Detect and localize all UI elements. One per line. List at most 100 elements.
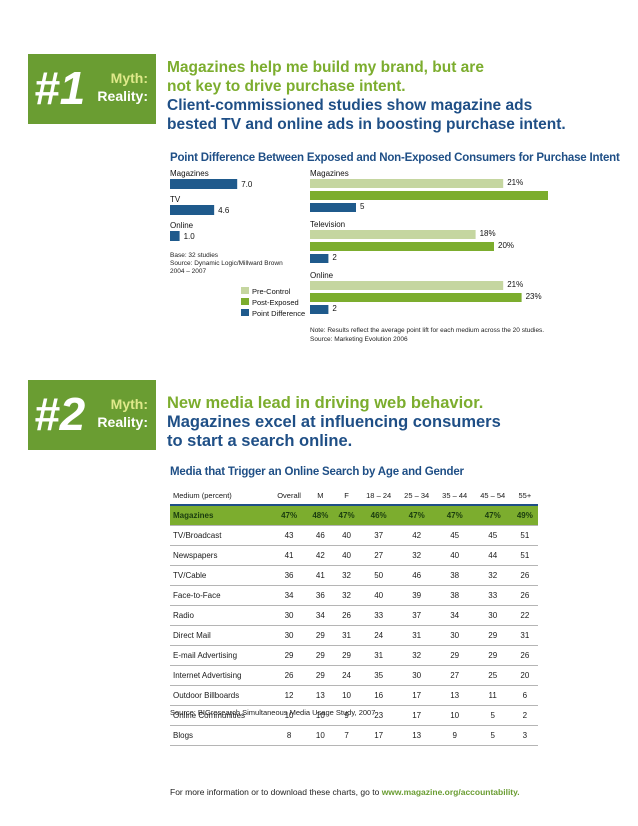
value-label: 2 (332, 253, 337, 262)
section-number: #1 (34, 62, 86, 114)
table-cell: 47% (333, 505, 360, 526)
bar (310, 179, 504, 188)
table-cell: Radio (170, 605, 271, 626)
table-cell: 5 (473, 725, 512, 746)
value-label: 21% (507, 178, 523, 187)
myth-badge-2: #2 Myth: Reality: (28, 380, 156, 450)
table-row: Magazines 47% 48% 47% 46% 47% 47% 47% 49% (170, 505, 538, 526)
point-difference-chart: Magazines 7.0 TV 4.6 Online 1.0 Base: 32 studi… (170, 169, 283, 275)
table-cell: 6 (511, 685, 538, 706)
table-cell: 10 (270, 705, 308, 726)
chart-1-title: Point Difference Between Exposed and Non… (170, 152, 620, 164)
table-cell: 29 (473, 625, 512, 646)
footer: For more information or to download thes… (170, 787, 520, 797)
table-cell: 32 (397, 545, 436, 566)
reality-text: to start a search online. (167, 432, 353, 450)
table-header-row: Medium (percent) Overall M F 18 – 24 25 – 34 3… (170, 486, 538, 506)
table-cell: 44 (473, 545, 512, 566)
table-cell: 10 (307, 725, 334, 746)
table-cell: 31 (359, 645, 398, 666)
table-source: Source: BIGresearch Simultaneous Media U… (170, 708, 376, 717)
table-cell: 41 (307, 565, 334, 586)
bar (310, 203, 356, 212)
table-cell: 26 (511, 645, 538, 666)
reality-label: Reality: (97, 414, 148, 430)
chart-note: 2004 – 2007 (170, 268, 207, 275)
table-cell: 3 (511, 725, 538, 746)
table-cell: 31 (333, 625, 360, 646)
table-cell: Newspapers (170, 545, 271, 566)
legend-label: Point Difference (252, 309, 305, 318)
table-cell: 49% (511, 505, 538, 526)
bar (310, 230, 476, 239)
column-header: Overall (270, 486, 308, 506)
table-cell: 32 (397, 645, 436, 666)
table-cell: 31 (511, 625, 538, 646)
category-label: TV (170, 195, 181, 204)
table-title: Media that Trigger an Online Search by A… (170, 466, 464, 478)
table-cell: Magazines (170, 505, 271, 526)
table-cell: 51 (511, 525, 538, 546)
table-cell: 22 (511, 605, 538, 626)
footer-link[interactable]: www.magazine.org/accountability. (381, 787, 520, 797)
myth-text: not key to drive purchase intent. (167, 78, 406, 95)
table-cell: 37 (359, 525, 398, 546)
table-cell: 51 (511, 545, 538, 566)
chart-note: Base: 32 studies (170, 252, 219, 259)
table-cell: 40 (333, 525, 360, 546)
table-row: TV/Cable 36 41 32 50 46 38 32 26 (170, 565, 538, 586)
table-cell: Online Communities (170, 705, 271, 726)
section-1-heading: Magazines help me build my brand, but ar… (167, 58, 566, 134)
table-cell: Direct Mail (170, 625, 271, 646)
column-header: 35 – 44 (435, 486, 474, 506)
table-cell: 10 (435, 705, 474, 726)
myth-badge-1: #1 Myth: Reality: (28, 54, 156, 124)
column-header: 45 – 54 (473, 486, 512, 506)
table-cell: 27 (359, 545, 398, 566)
bar (310, 293, 522, 302)
table-cell: 8 (270, 725, 308, 746)
table-cell: 40 (435, 545, 474, 566)
table-cell: 9 (435, 725, 474, 746)
table-row: Internet Advertising 26 29 24 35 30 27 25 20 (170, 665, 538, 686)
footer-text: For more information or to download thes… (170, 787, 380, 797)
value-label: 5 (360, 202, 365, 211)
bar (170, 231, 180, 241)
table-cell: 47% (397, 505, 436, 526)
table-cell: 46 (397, 565, 436, 586)
purchase-intent-chart: Magazines21%26%5Television18%20%2Online2… (310, 169, 548, 343)
table-cell: 38 (435, 585, 474, 606)
table-cell: 25 (473, 665, 512, 686)
group-label: Magazines (310, 169, 349, 178)
table-cell: 33 (359, 605, 398, 626)
table-cell: 38 (435, 565, 474, 586)
reality-text: Client-commissioned studies show magazin… (167, 97, 533, 114)
category-label: Online (170, 221, 194, 230)
table-cell: 46 (307, 525, 334, 546)
column-header: 55+ (511, 486, 538, 506)
table-cell: 31 (397, 625, 436, 646)
bar (310, 305, 329, 314)
table-cell: 29 (307, 665, 334, 686)
table-cell: 2 (511, 705, 538, 726)
table-cell: TV/Cable (170, 565, 271, 586)
value-label: 18% (480, 229, 496, 238)
table-row: Newspapers 41 42 40 27 32 40 44 51 (170, 545, 538, 566)
table-cell: Face-to-Face (170, 585, 271, 606)
table-cell: 29 (333, 645, 360, 666)
column-header: 18 – 24 (359, 486, 398, 506)
table-cell: 30 (397, 665, 436, 686)
table-cell: 47% (270, 505, 308, 526)
table-cell: 17 (397, 705, 436, 726)
table-cell: 24 (333, 665, 360, 686)
media-table: Medium (percent) Overall M F 18 – 24 25 – 34 3… (170, 486, 538, 746)
reality-label: Reality: (97, 88, 148, 104)
table-cell: 40 (333, 545, 360, 566)
table-cell: 47% (473, 505, 512, 526)
table-cell: 42 (397, 525, 436, 546)
table-cell: 17 (397, 685, 436, 706)
value-label: 21% (507, 280, 523, 289)
table-cell: 13 (307, 685, 334, 706)
section-2-heading: New media lead in driving web behavior. … (167, 394, 501, 451)
table-cell: 29 (307, 645, 334, 666)
